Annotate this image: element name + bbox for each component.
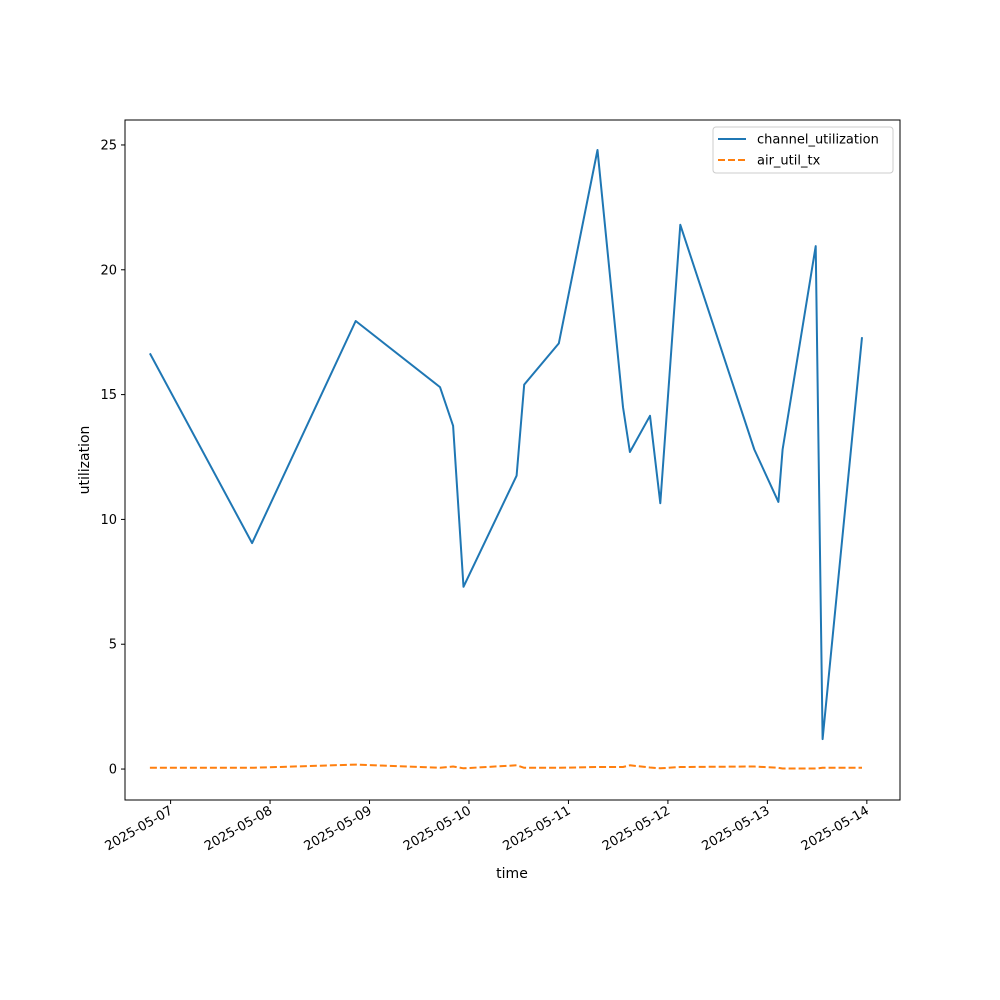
y-axis-label: utilization — [77, 426, 93, 495]
legend-box — [712, 126, 894, 174]
y-tick-label: 0 — [109, 763, 117, 778]
plot-area — [149, 149, 863, 770]
legend-label-channel_utilization: channel_utilization — [757, 133, 879, 148]
plot-frame — [124, 119, 901, 801]
y-tick-label: 20 — [100, 263, 117, 278]
legend: channel_utilization air_util_tx — [712, 126, 894, 174]
y-tick-label: 10 — [100, 513, 117, 528]
legend-label-air_util_tx: air_util_tx — [757, 154, 821, 169]
x-axis-label: time — [496, 866, 528, 882]
y-tick-label: 25 — [100, 138, 117, 153]
y-tick-label: 5 — [109, 638, 117, 653]
series-line-air_util_tx — [149, 763, 862, 770]
y-tick-label: 15 — [100, 388, 117, 403]
series-line-channel_utilization — [149, 149, 863, 741]
y-axis: 0 5 10 15 20 25 — [100, 138, 125, 778]
